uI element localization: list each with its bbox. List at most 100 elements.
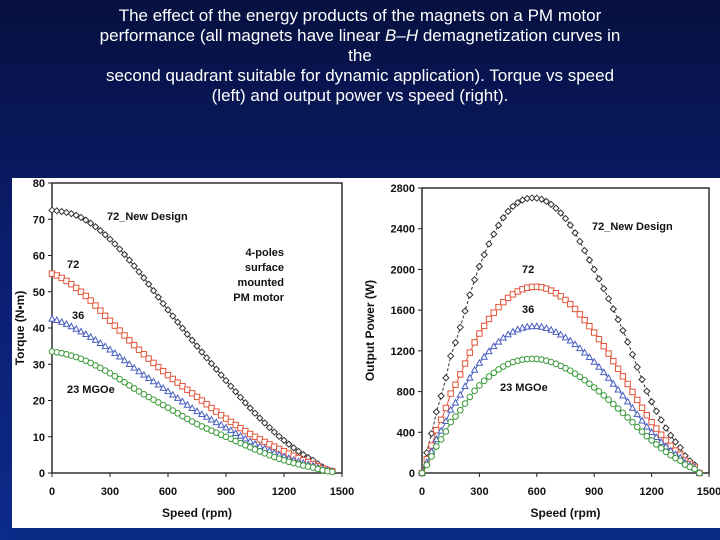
data-point [452, 413, 459, 420]
series-label-23-mgoe: 23 MGOe [500, 382, 548, 394]
data-point [82, 292, 90, 300]
data-point [77, 327, 85, 335]
data-point [489, 342, 498, 350]
y-tick-label: 20 [33, 396, 45, 408]
y-tick-label: 60 [33, 251, 45, 263]
data-point [140, 390, 148, 398]
data-point [169, 312, 177, 320]
x-axis-label: Speed (rpm) [530, 506, 600, 520]
data-point [610, 357, 617, 365]
data-point [432, 435, 441, 443]
data-point [513, 198, 522, 207]
data-point [432, 408, 441, 416]
data-point [135, 346, 143, 353]
data-point [662, 448, 670, 456]
data-point [92, 302, 99, 309]
data-point [648, 418, 655, 426]
data-point [485, 347, 493, 355]
y-tick-label: 1600 [391, 305, 415, 317]
data-point [494, 221, 503, 230]
data-point [184, 415, 191, 423]
data-point [633, 423, 641, 431]
data-point [193, 393, 201, 401]
data-point [633, 363, 641, 371]
data-point [509, 202, 517, 211]
series-mgoe72 [418, 283, 703, 477]
data-point [561, 214, 570, 223]
data-point [643, 412, 651, 419]
data-point [504, 294, 512, 302]
data-point [174, 410, 181, 417]
data-point [217, 412, 225, 419]
data-point [652, 407, 661, 415]
data-point [465, 373, 474, 381]
data-point [490, 230, 498, 238]
data-point [226, 426, 235, 434]
plot-frame [421, 187, 710, 474]
data-point [164, 404, 172, 412]
series-line [421, 358, 700, 474]
x-tick-label: 1200 [639, 486, 663, 498]
data-point [144, 280, 153, 288]
title-line-4: second quadrant suitable for dynamic app… [105, 66, 615, 85]
motor-note-line: 4-poles [245, 247, 284, 259]
data-point [433, 427, 440, 434]
data-point [120, 356, 129, 364]
y-axis-label: Output Power (W) [363, 280, 377, 381]
data-point [638, 404, 646, 411]
data-point [96, 339, 105, 346]
data-point [52, 316, 61, 323]
data-point [53, 207, 61, 215]
data-point [81, 330, 90, 337]
data-point [480, 352, 489, 360]
x-tick-label: 0 [49, 486, 55, 498]
data-point [106, 345, 114, 353]
data-point [294, 447, 303, 456]
data-point [528, 194, 536, 202]
data-point [542, 324, 551, 331]
data-point [547, 200, 555, 209]
data-point [667, 431, 675, 440]
y-tick-label: 800 [397, 387, 415, 399]
data-point [648, 437, 655, 444]
data-point [329, 468, 336, 476]
data-point [437, 392, 445, 400]
data-point [150, 359, 157, 367]
data-point [72, 284, 80, 292]
x-tick-label: 900 [585, 486, 603, 498]
title-line-5: (left) and output power vs speed (right)… [211, 86, 509, 105]
data-point [461, 360, 469, 367]
data-point [595, 335, 603, 343]
motor-note-line: mounted [238, 277, 284, 289]
data-point [207, 359, 216, 368]
data-point [256, 414, 264, 422]
data-point [437, 436, 445, 443]
data-point [557, 293, 564, 300]
data-point [87, 297, 94, 304]
data-point [456, 390, 465, 398]
data-point [155, 363, 162, 371]
series-new_design [48, 206, 337, 475]
data-point [188, 390, 196, 397]
data-point [605, 350, 612, 357]
data-point [231, 429, 240, 436]
data-point [442, 404, 450, 412]
data-point [447, 418, 455, 426]
data-point [433, 443, 440, 450]
data-point [585, 256, 594, 264]
y-tick-label: 2800 [391, 183, 415, 195]
data-point [628, 403, 637, 411]
data-point [451, 398, 460, 406]
data-point [619, 409, 627, 417]
data-point [500, 298, 507, 306]
data-point [671, 438, 680, 446]
figure-bottom-strip [12, 528, 720, 540]
data-point [72, 324, 81, 332]
data-point [466, 393, 474, 401]
data-point [653, 425, 660, 432]
data-point [576, 344, 584, 352]
data-point [179, 383, 186, 390]
data-point [72, 211, 80, 220]
data-point [197, 410, 206, 418]
